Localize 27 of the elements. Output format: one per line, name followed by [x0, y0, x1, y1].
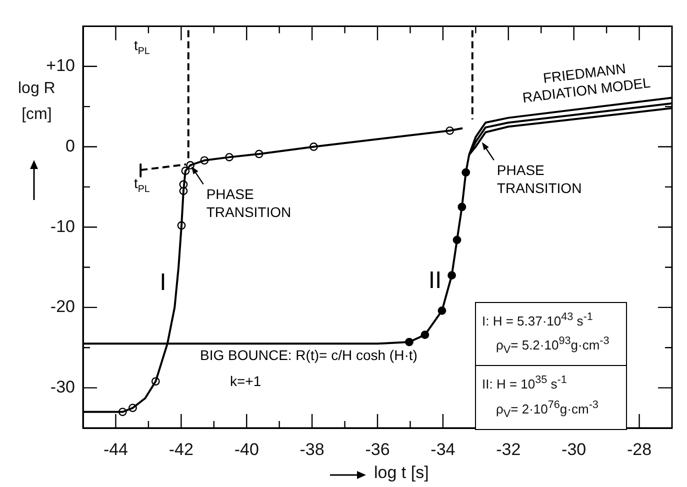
y-tick-label: -30 [50, 378, 75, 397]
annotation: ρ$_{V}$= 2·10$^{76}$g·cm$^{-3}$ [495, 398, 600, 422]
annotation: PHASE TRANSITION [206, 186, 292, 220]
annotation: II [428, 267, 442, 294]
y-axis-title: log R [cm] [18, 79, 56, 125]
y-tick-label: 0 [66, 136, 75, 156]
x-tick-label: -38 [300, 440, 324, 459]
x-tick-label: -32 [496, 440, 521, 459]
annotation: k=+1 [230, 373, 262, 389]
x-tick-label: -30 [562, 440, 586, 459]
x-tick-label: -42 [168, 440, 194, 459]
y-tick-label: -10 [50, 216, 75, 236]
annotation: BIG BOUNCE: R(t)= c/H cosh (H·t) [200, 347, 418, 363]
y-tick-label: -20 [50, 297, 75, 316]
annotation: I: H = 5.37·10$^{43}$ s$^{-1}$ [482, 310, 594, 330]
annotation: PHASE TRANSITION [496, 162, 582, 196]
annotation: II: H = 10$^{35}$ s$^{-1}$ [482, 373, 568, 394]
x-tick-label: -34 [430, 440, 456, 459]
annotation: I [160, 269, 166, 296]
annotation: FRIEDMANN RADIATION MODEL [522, 60, 652, 106]
x-tick-label: -40 [234, 440, 259, 459]
x-tick-label: -36 [365, 440, 390, 459]
x-tick-label: -44 [103, 440, 128, 459]
x-tick-label: -28 [626, 440, 652, 459]
x-axis-title: log t [s] [374, 463, 429, 483]
annotation: ρ$_{V}$= 5.2·10$^{93}$g·cm$^{-3}$ [495, 334, 610, 358]
y-tick-label: +10 [46, 56, 75, 76]
